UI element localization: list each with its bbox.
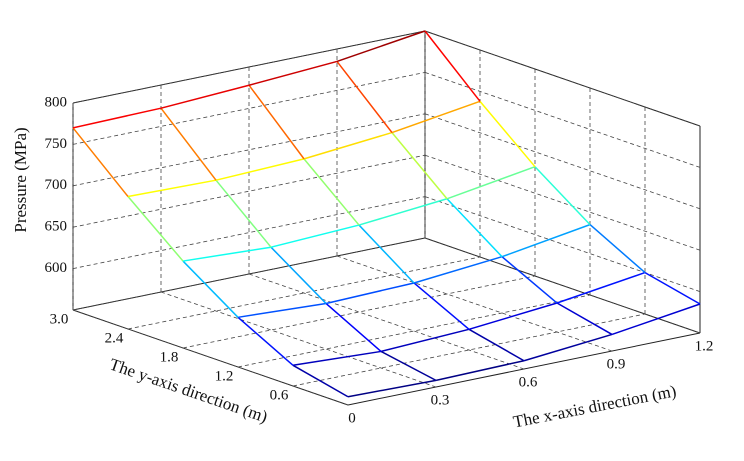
mesh-line xyxy=(534,166,591,226)
z-tick-label: 800 xyxy=(45,94,68,110)
mesh-line xyxy=(72,107,162,129)
y-tick-label: 3.0 xyxy=(50,311,69,327)
mesh-line xyxy=(127,179,217,198)
grid-line xyxy=(292,313,646,387)
y-tick-label: 1.8 xyxy=(160,349,179,365)
grid-line xyxy=(336,255,613,352)
y-tick-label: 1.2 xyxy=(215,368,234,384)
x-tick-label: 0 xyxy=(348,410,356,426)
mesh-line xyxy=(435,359,525,382)
mesh-line xyxy=(380,328,470,353)
mesh-line xyxy=(413,255,503,284)
mesh-line xyxy=(501,223,591,258)
z-tick-label: 600 xyxy=(45,260,68,276)
mesh-line xyxy=(303,158,360,226)
mesh-line xyxy=(589,224,646,274)
grid-line xyxy=(127,256,481,330)
x-tick-label: 0.9 xyxy=(607,356,626,372)
mesh-line xyxy=(270,224,360,248)
box-edge xyxy=(424,237,701,334)
grid-line xyxy=(160,291,437,388)
mesh-line xyxy=(391,100,481,134)
mesh-line xyxy=(215,158,305,181)
box-edge xyxy=(72,309,349,406)
mesh-line xyxy=(358,198,448,226)
y-tick-label: 0.6 xyxy=(270,387,289,403)
grid-line xyxy=(424,72,701,168)
y-tick-label: 2.4 xyxy=(105,330,124,346)
mesh-line xyxy=(248,60,338,86)
z-tick-label: 700 xyxy=(45,177,68,193)
mesh-line xyxy=(237,316,294,366)
x-tick-label: 0.6 xyxy=(519,374,538,390)
grid-line xyxy=(72,72,426,145)
mesh-line xyxy=(127,196,184,262)
mesh-line xyxy=(248,84,305,160)
z-tick-label: 650 xyxy=(45,219,68,235)
grid-line xyxy=(72,30,426,104)
mesh-line xyxy=(413,282,470,330)
mesh-line xyxy=(468,302,558,331)
mesh-line xyxy=(424,30,481,102)
grid-line xyxy=(424,113,701,210)
mesh-line xyxy=(644,271,701,305)
mesh-line xyxy=(325,302,382,353)
grid-line xyxy=(237,294,591,368)
x-tick-label: 1.2 xyxy=(695,338,714,354)
grid-line xyxy=(424,154,701,251)
mesh-line xyxy=(446,165,536,200)
mesh-line xyxy=(358,224,415,284)
mesh-line xyxy=(182,246,272,262)
mesh-line xyxy=(325,282,415,305)
grid-line xyxy=(72,237,426,311)
mesh-line xyxy=(303,131,393,160)
mesh-line xyxy=(336,60,393,134)
mesh-line xyxy=(270,246,327,304)
grid-line xyxy=(72,154,426,228)
mesh-line xyxy=(380,350,437,382)
mesh-line xyxy=(182,260,239,318)
mesh-line xyxy=(292,350,382,367)
mesh-line xyxy=(556,302,613,336)
mesh-line xyxy=(468,328,525,362)
box-edge xyxy=(424,30,701,127)
mesh-line xyxy=(523,333,613,362)
mesh-line xyxy=(72,127,129,197)
mesh-line xyxy=(446,198,503,258)
mesh-line xyxy=(160,107,217,181)
z-axis-title: Pressure (MPa) xyxy=(11,127,30,232)
mesh-line xyxy=(391,132,448,200)
mesh-line xyxy=(336,30,426,63)
x-tick-label: 0.3 xyxy=(431,392,450,408)
grid-line xyxy=(72,196,426,269)
z-tick-label: 750 xyxy=(45,136,68,152)
mesh-line xyxy=(347,379,437,398)
mesh-line xyxy=(160,84,250,109)
grid-line xyxy=(424,196,701,292)
mesh-line xyxy=(479,100,536,168)
mesh-line xyxy=(237,302,327,319)
mesh-line xyxy=(215,179,272,248)
mesh-line xyxy=(501,256,558,304)
mesh-line xyxy=(292,364,349,398)
grid-line xyxy=(72,113,426,187)
mesh-line xyxy=(611,303,701,336)
grid-line xyxy=(182,275,536,349)
mesh-line xyxy=(556,271,646,304)
